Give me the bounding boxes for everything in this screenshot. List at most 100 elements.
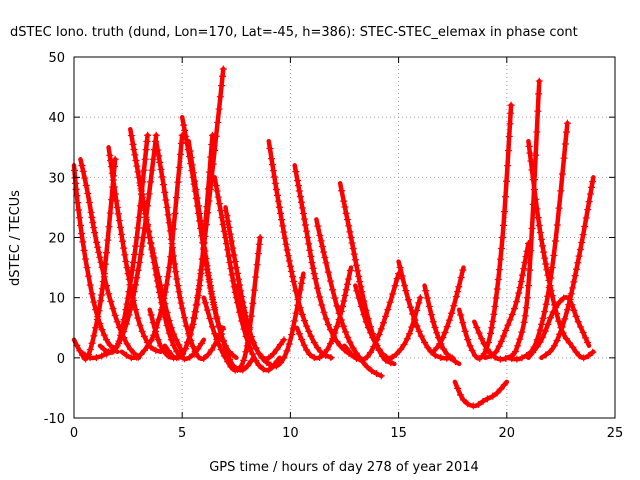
data-point-marker bbox=[174, 178, 182, 186]
data-point-marker bbox=[184, 339, 192, 347]
arc-line bbox=[314, 217, 384, 379]
data-point-marker bbox=[252, 273, 260, 281]
data-point-marker bbox=[384, 306, 392, 314]
data-point-marker bbox=[224, 358, 232, 366]
data-point-marker bbox=[563, 306, 571, 314]
data-point-marker bbox=[561, 315, 569, 323]
data-point-marker bbox=[107, 298, 115, 306]
data-point-marker bbox=[347, 234, 355, 241]
data-point-marker bbox=[130, 296, 138, 304]
data-point-marker bbox=[552, 304, 560, 312]
data-point-marker bbox=[191, 308, 199, 316]
data-point-marker bbox=[436, 340, 444, 348]
data-point-marker bbox=[357, 283, 365, 291]
data-point-marker bbox=[424, 344, 432, 352]
data-point-marker bbox=[209, 160, 217, 168]
data-point-marker bbox=[186, 332, 194, 340]
data-point-marker bbox=[97, 297, 105, 305]
data-point-marker bbox=[246, 345, 254, 353]
data-point-marker bbox=[479, 397, 487, 405]
data-point-marker bbox=[542, 260, 550, 268]
data-point-marker bbox=[491, 302, 499, 310]
data-point-marker bbox=[493, 285, 501, 293]
data-point-marker bbox=[342, 328, 350, 336]
data-point-marker bbox=[310, 270, 318, 278]
data-point-marker bbox=[299, 274, 307, 282]
y-tick-label: 10 bbox=[48, 292, 65, 307]
data-point-marker bbox=[115, 337, 123, 345]
data-point-marker bbox=[97, 258, 105, 266]
data-point-marker bbox=[484, 339, 492, 347]
data-point-marker bbox=[500, 208, 508, 216]
arc-line bbox=[452, 379, 510, 409]
data-point-marker bbox=[75, 214, 83, 222]
data-point-marker bbox=[543, 266, 551, 274]
data-point-marker bbox=[532, 151, 540, 159]
data-point-marker bbox=[171, 209, 179, 217]
data-point-marker bbox=[215, 200, 223, 208]
data-point-marker bbox=[237, 363, 245, 371]
data-point-marker bbox=[106, 209, 114, 217]
data-point-marker bbox=[352, 354, 360, 362]
data-point-marker bbox=[277, 209, 285, 217]
data-point-marker bbox=[123, 264, 131, 272]
data-point-marker bbox=[475, 329, 483, 337]
data-point-marker bbox=[226, 258, 234, 266]
data-point-marker bbox=[408, 323, 416, 331]
data-point-marker bbox=[357, 302, 365, 310]
data-point-marker bbox=[231, 258, 239, 266]
data-point-marker bbox=[147, 178, 155, 186]
data-point-marker bbox=[379, 319, 387, 327]
data-arc bbox=[430, 265, 467, 355]
data-point-marker bbox=[203, 306, 211, 314]
data-point-marker bbox=[550, 342, 558, 350]
data-point-marker bbox=[181, 345, 189, 353]
data-point-marker bbox=[585, 352, 593, 360]
y-tick-label: -10 bbox=[44, 412, 65, 427]
data-point-marker bbox=[86, 346, 94, 354]
data-point-marker bbox=[230, 251, 238, 259]
data-point-marker bbox=[422, 287, 430, 295]
data-point-marker bbox=[104, 236, 112, 244]
data-point-marker bbox=[152, 271, 160, 279]
data-point-marker bbox=[296, 193, 304, 201]
data-point-marker bbox=[577, 323, 585, 331]
data-point-marker bbox=[224, 217, 232, 225]
data-point-marker bbox=[128, 266, 136, 274]
data-point-marker bbox=[200, 239, 208, 247]
data-point-marker bbox=[572, 312, 580, 320]
data-point-marker bbox=[152, 131, 160, 139]
data-point-marker bbox=[536, 326, 544, 334]
data-point-marker bbox=[537, 235, 545, 243]
data-point-marker bbox=[346, 228, 354, 236]
data-point-marker bbox=[351, 256, 359, 264]
data-point-marker bbox=[255, 361, 263, 369]
data-point-marker bbox=[309, 264, 317, 272]
data-point-marker bbox=[375, 331, 383, 339]
data-point-marker bbox=[373, 370, 381, 378]
data-point-marker bbox=[155, 152, 163, 160]
data-point-marker bbox=[322, 259, 330, 267]
data-point-marker bbox=[525, 142, 533, 150]
data-point-marker bbox=[586, 190, 594, 198]
data-arc bbox=[266, 138, 335, 362]
data-point-marker bbox=[440, 345, 448, 353]
data-point-marker bbox=[213, 187, 221, 195]
x-tick-label: 25 bbox=[607, 426, 624, 441]
arc-line bbox=[234, 271, 306, 369]
data-point-marker bbox=[109, 305, 117, 313]
data-point-marker bbox=[291, 317, 299, 325]
data-point-marker bbox=[331, 294, 339, 302]
data-point-marker bbox=[223, 212, 231, 220]
data-point-marker bbox=[544, 292, 552, 300]
data-point-marker bbox=[356, 278, 364, 286]
data-point-marker bbox=[263, 358, 271, 366]
data-point-marker bbox=[165, 329, 173, 337]
data-point-marker bbox=[161, 188, 169, 196]
data-point-marker bbox=[389, 290, 397, 298]
data-point-marker bbox=[207, 288, 215, 296]
data-point-marker bbox=[522, 304, 530, 312]
data-point-marker bbox=[167, 336, 175, 344]
data-point-marker bbox=[454, 384, 462, 392]
data-point-marker bbox=[105, 223, 113, 231]
